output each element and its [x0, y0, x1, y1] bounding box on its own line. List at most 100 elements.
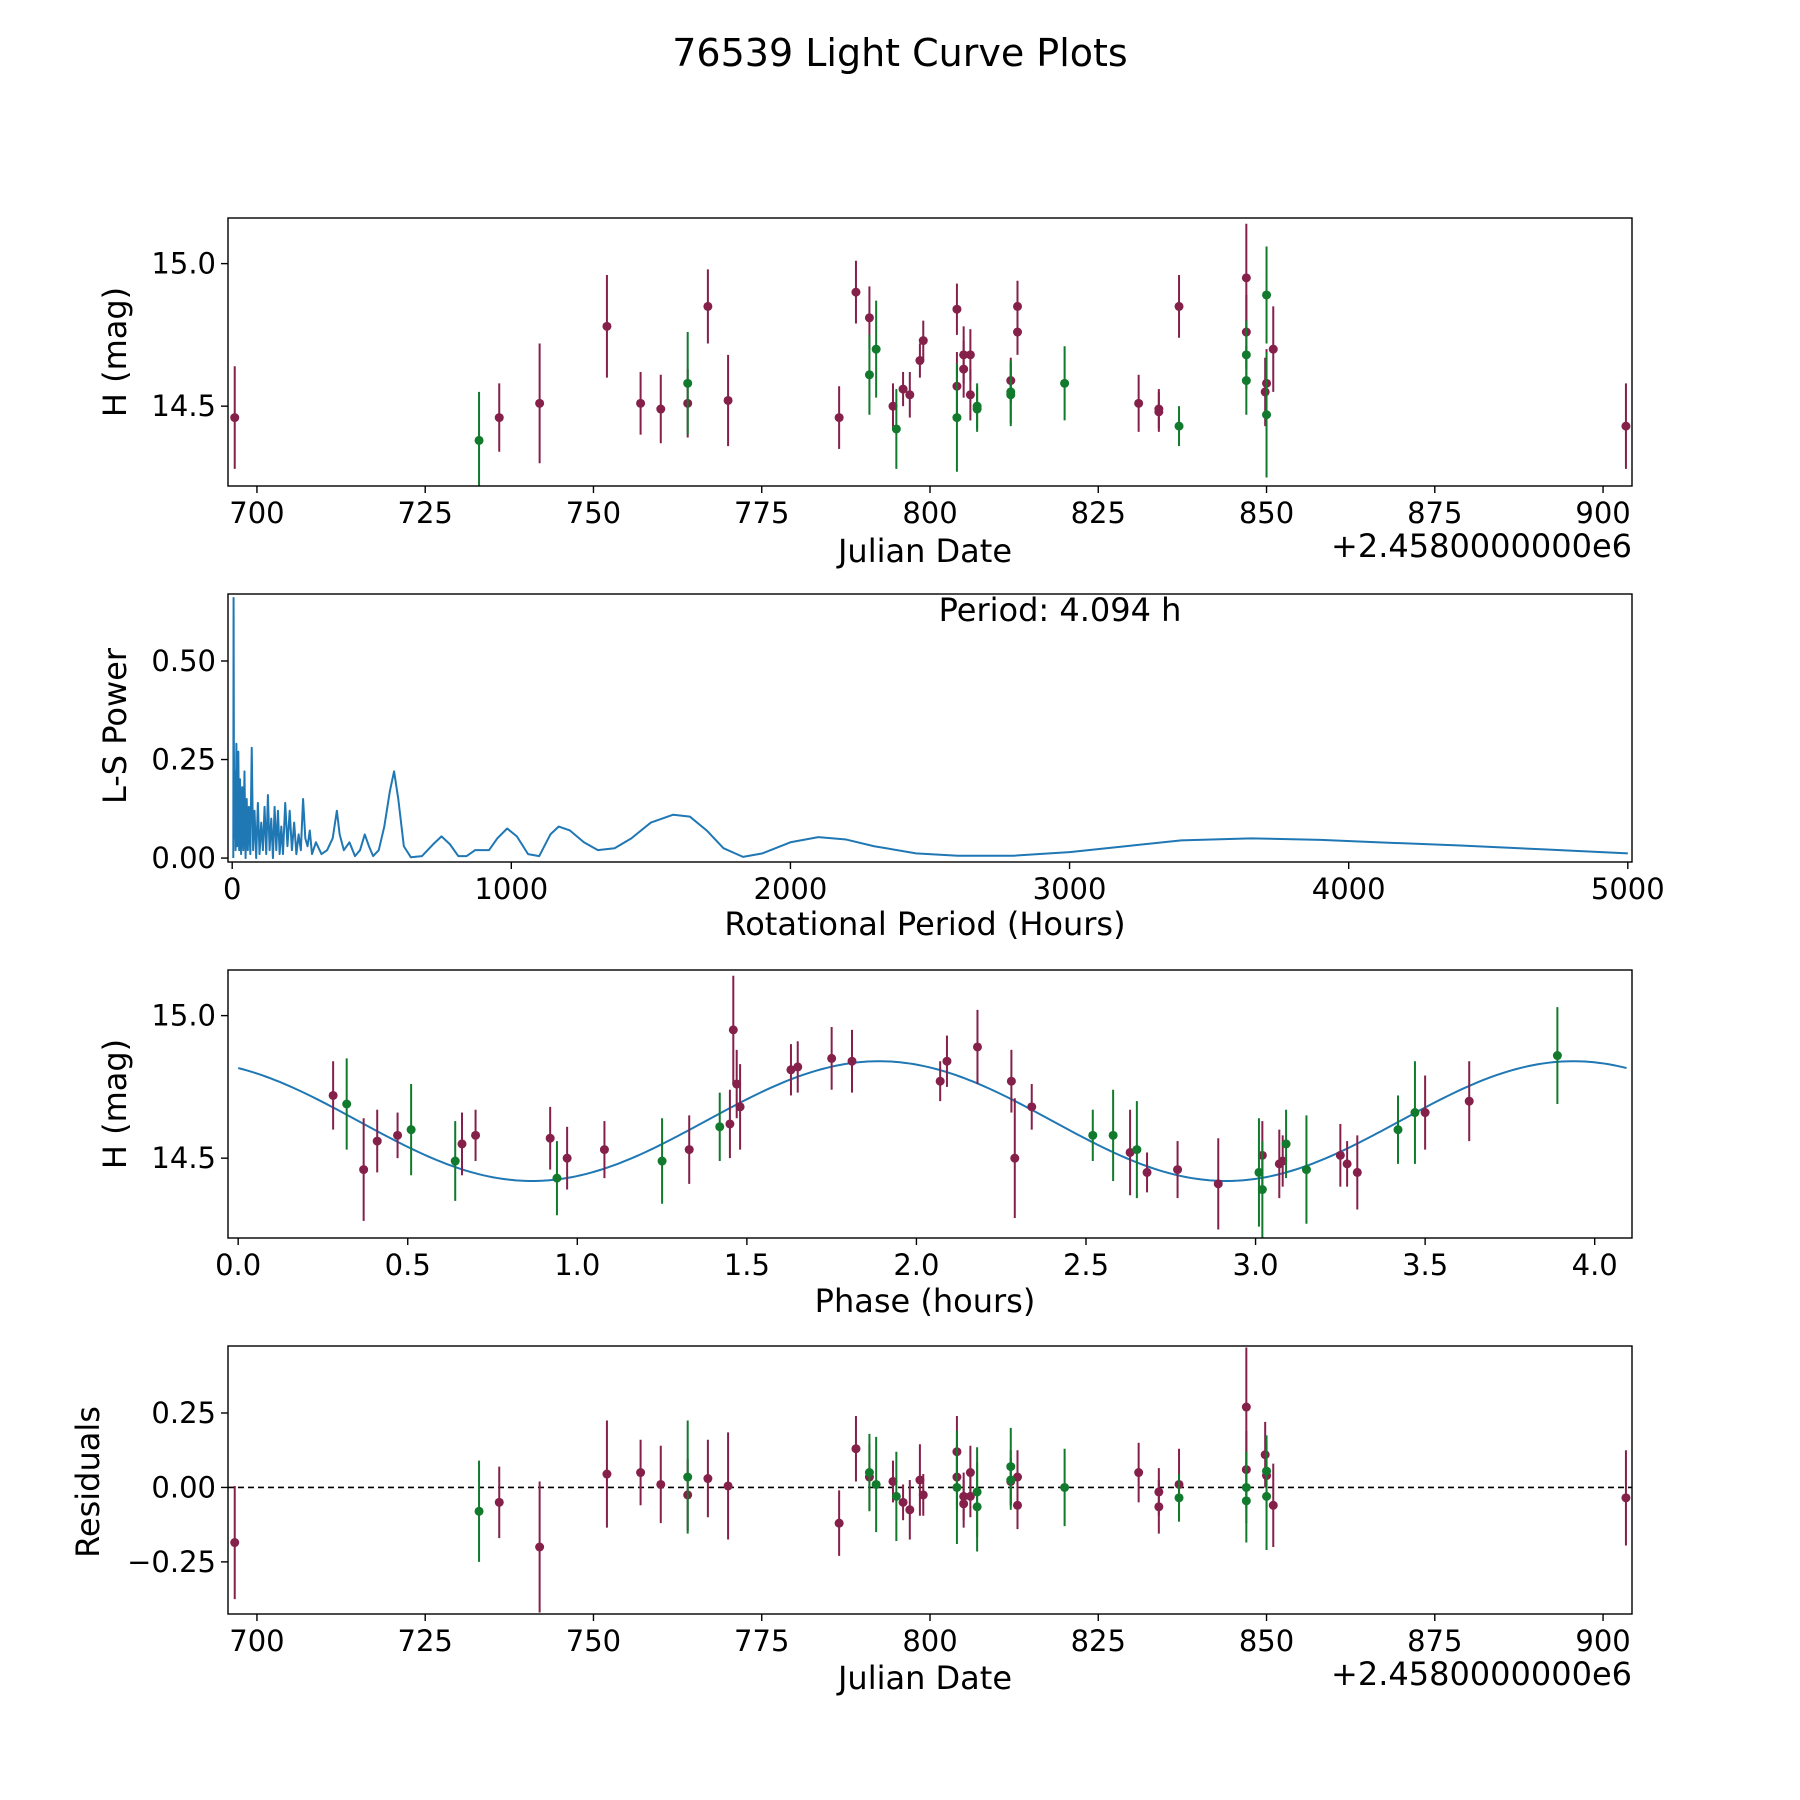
data-point-green	[1174, 406, 1184, 447]
y-tick-label: 14.5	[151, 1141, 216, 1175]
x-tick-label: 5000	[1591, 872, 1665, 906]
data-marker	[1006, 1076, 1016, 1086]
data-marker	[656, 1479, 666, 1489]
data-point-maroon	[728, 975, 738, 1085]
data-marker	[1268, 1500, 1278, 1510]
x-tick-label: 875	[1407, 496, 1462, 530]
data-marker	[457, 1139, 467, 1149]
data-marker	[959, 1499, 969, 1509]
x-tick-label: 775	[734, 1624, 789, 1658]
x-tick-label: 800	[902, 496, 957, 530]
data-point-green	[871, 1436, 881, 1533]
data-point-maroon	[1134, 374, 1144, 432]
x-tick-label: 800	[902, 1624, 957, 1658]
x-tick-label: 3000	[1033, 872, 1107, 906]
phased-curve-plot-area: 0.0 0.5 1.0 1.5 2.0 2.5 3.0 3.5 4.0 14.5 15.0	[151, 969, 1633, 1282]
data-marker	[793, 1062, 803, 1072]
data-marker	[965, 350, 975, 360]
y-tick-label: 14.5	[151, 389, 216, 423]
data-marker	[1012, 1500, 1022, 1510]
data-point-green	[1174, 1474, 1184, 1522]
data-point-maroon	[1174, 275, 1184, 338]
data-marker	[1257, 1185, 1267, 1195]
data-point-maroon	[1142, 1152, 1152, 1193]
phased-curve-xlabel: Phase (hours)	[815, 1282, 1036, 1320]
data-point-maroon	[359, 1118, 369, 1221]
data-point-green	[972, 383, 982, 429]
data-point-green	[1254, 1118, 1264, 1227]
data-point-green	[1262, 246, 1272, 344]
data-marker	[1342, 1159, 1352, 1169]
data-point-maroon	[1268, 1463, 1278, 1547]
data-marker	[715, 1122, 725, 1132]
data-point-green	[972, 1447, 982, 1537]
data-point-green	[474, 1460, 484, 1562]
data-marker	[786, 1065, 796, 1075]
x-tick-label: 4000	[1312, 872, 1386, 906]
data-marker	[1241, 1482, 1251, 1492]
data-point-maroon	[851, 260, 861, 324]
y-tick-label: 0.00	[151, 841, 216, 875]
data-point-maroon	[1268, 306, 1278, 392]
data-marker	[393, 1130, 403, 1140]
x-tick-label: 1.0	[554, 1248, 600, 1282]
data-point-green	[450, 1121, 460, 1201]
data-marker	[656, 404, 666, 414]
data-point-green	[1257, 1141, 1267, 1238]
data-marker	[1012, 301, 1022, 311]
data-marker	[471, 1130, 481, 1140]
data-point-maroon	[898, 371, 908, 407]
data-marker	[1142, 1167, 1152, 1177]
y-tick-label: 15.0	[151, 999, 216, 1033]
plot-marks	[237, 975, 1627, 1238]
data-marker	[552, 1173, 562, 1183]
light-curve-xlabel: Julian Date	[836, 532, 1012, 570]
data-marker	[1174, 421, 1184, 431]
data-point-maroon	[725, 1089, 735, 1159]
data-point-maroon	[1173, 1141, 1183, 1199]
x-tick-label: 825	[1071, 496, 1126, 530]
data-point-green	[715, 1092, 725, 1162]
data-point-green	[406, 1084, 416, 1176]
data-marker	[918, 336, 928, 346]
panel-light-curve: 700 725 750 775 800 825 850 875 900 14.5 15.0 Juli…	[96, 217, 1633, 570]
data-marker	[888, 1476, 898, 1486]
data-marker	[1335, 1150, 1345, 1160]
data-marker	[1301, 1165, 1311, 1175]
data-marker	[935, 1076, 945, 1086]
data-marker	[1134, 1468, 1144, 1478]
data-marker	[1254, 1167, 1264, 1177]
x-tick-label: 875	[1407, 1624, 1462, 1658]
data-marker	[474, 435, 484, 445]
data-point-maroon	[1420, 1075, 1430, 1150]
data-point-maroon	[457, 1112, 467, 1176]
data-point-green	[683, 1420, 693, 1534]
data-point-green	[1301, 1115, 1311, 1224]
data-marker	[657, 1156, 667, 1166]
data-point-maroon	[723, 354, 733, 447]
data-marker	[1464, 1096, 1474, 1106]
data-point-green	[342, 1058, 352, 1150]
data-point-maroon	[703, 1439, 713, 1518]
light-curve-ylabel: H (mag)	[96, 287, 134, 417]
data-marker	[1108, 1130, 1118, 1140]
residuals-xlabel: Julian Date	[836, 1659, 1012, 1697]
periodogram-line	[232, 596, 1628, 860]
data-point-maroon	[393, 1112, 403, 1159]
data-marker	[1006, 1475, 1016, 1485]
data-point-maroon	[834, 386, 844, 449]
data-marker	[535, 398, 545, 408]
data-point-maroon	[684, 1115, 694, 1184]
data-point-maroon	[1012, 1481, 1022, 1530]
data-marker	[450, 1156, 460, 1166]
data-marker	[972, 1042, 982, 1052]
data-marker	[952, 1482, 962, 1492]
data-marker	[1393, 1125, 1403, 1135]
data-point-green	[1393, 1095, 1403, 1164]
data-point-maroon	[1027, 1084, 1037, 1130]
data-point-maroon	[1352, 1135, 1362, 1210]
data-point-green	[864, 334, 874, 415]
data-marker	[972, 401, 982, 411]
data-marker	[1262, 410, 1272, 420]
x-tick-label: 775	[734, 496, 789, 530]
